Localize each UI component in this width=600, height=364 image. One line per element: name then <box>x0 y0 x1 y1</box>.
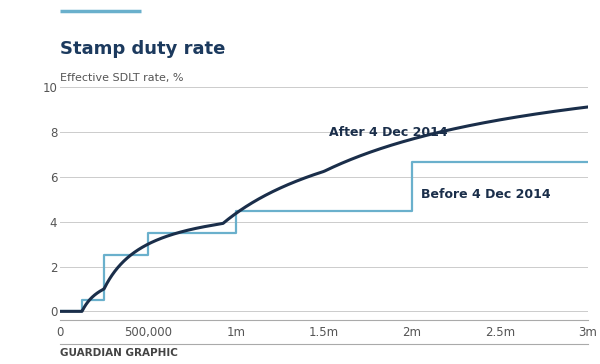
Text: GUARDIAN GRAPHIC: GUARDIAN GRAPHIC <box>60 348 178 357</box>
Text: Stamp duty rate: Stamp duty rate <box>60 40 226 58</box>
Text: Before 4 Dec 2014: Before 4 Dec 2014 <box>421 189 550 201</box>
Text: After 4 Dec 2014: After 4 Dec 2014 <box>329 126 448 139</box>
Text: Effective SDLT rate, %: Effective SDLT rate, % <box>60 73 184 83</box>
